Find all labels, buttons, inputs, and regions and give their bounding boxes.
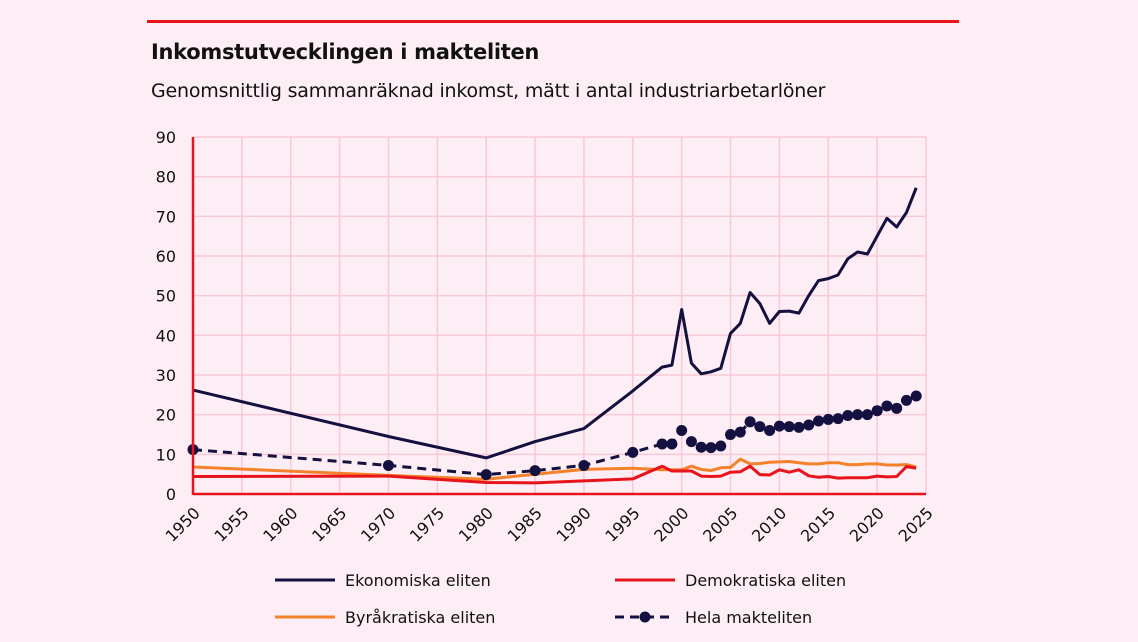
data-point	[842, 409, 854, 421]
y-tick-label: 30	[156, 366, 176, 385]
data-point	[783, 421, 795, 433]
x-tick-label: 2000	[650, 503, 692, 545]
data-point	[656, 438, 668, 450]
data-point	[803, 419, 815, 431]
grid	[192, 136, 927, 495]
data-point	[705, 442, 717, 454]
series-demokratiska-eliten-line	[192, 464, 917, 485]
legend-marker	[639, 611, 651, 623]
y-tick-label: 80	[156, 168, 176, 187]
data-point	[715, 440, 727, 452]
x-tick-label: 2020	[846, 503, 888, 545]
data-point	[529, 465, 541, 477]
x-tick-label: 1985	[504, 503, 546, 545]
x-tick-label: 2005	[699, 503, 741, 545]
series-ekonomiska-eliten-line	[192, 187, 918, 460]
x-tick-label: 1960	[259, 503, 301, 545]
y-tick-label: 60	[156, 247, 176, 266]
data-point	[910, 390, 922, 402]
x-tick-label: 1975	[406, 503, 448, 545]
x-tick-label: 1955	[210, 503, 252, 545]
legend: Ekonomiska eliten Demokratiska eliten Byrå…	[275, 571, 846, 627]
x-tick-label: 2025	[895, 503, 937, 545]
chart-subtitle: Genomsnittlig sammanräknad inkomst, mätt…	[151, 80, 826, 102]
y-tick-label: 50	[156, 287, 176, 306]
data-point	[871, 405, 883, 417]
x-tick-label: 1990	[553, 503, 595, 545]
legend-label: Hela makteliten	[685, 608, 812, 627]
data-point	[764, 425, 776, 437]
data-point	[627, 446, 639, 458]
y-axis-ticks: 0 10 20 30 40 50 60 70 80 90	[156, 128, 176, 504]
y-tick-label: 40	[156, 326, 176, 345]
data-point	[900, 394, 912, 406]
data-point	[734, 426, 746, 438]
y-tick-label: 70	[156, 207, 176, 226]
x-tick-label: 1995	[601, 503, 643, 545]
data-point	[578, 459, 590, 471]
chart-title: Inkomstutvecklingen i makteliten	[151, 40, 540, 64]
data-point	[695, 441, 707, 453]
legend-label: Demokratiska eliten	[685, 571, 846, 590]
x-tick-label: 2015	[797, 503, 839, 545]
series-hela-makteliten-line	[192, 394, 917, 477]
x-tick-label: 1965	[308, 503, 350, 545]
data-point	[382, 459, 394, 471]
data-point	[725, 429, 737, 440]
series-lines	[187, 187, 922, 485]
data-point	[852, 409, 864, 421]
data-point	[754, 421, 766, 433]
data-point	[861, 409, 873, 421]
x-axis-ticks: 1950 1955 1960 1965 1970 1975 1980 1985 1990 1995…	[162, 503, 937, 545]
y-tick-label: 90	[156, 128, 176, 147]
data-point	[676, 425, 688, 437]
data-point	[832, 413, 844, 425]
legend-label: Ekonomiska eliten	[345, 571, 491, 590]
axes	[191, 137, 926, 496]
data-point	[881, 400, 893, 412]
data-point	[891, 402, 903, 414]
data-point	[685, 436, 697, 448]
top-rule	[147, 20, 959, 23]
series-byr-kratiska-eliten-line	[192, 457, 917, 481]
x-tick-label: 1980	[455, 503, 497, 545]
x-tick-label: 2010	[748, 503, 790, 545]
data-point	[773, 420, 785, 432]
data-point	[822, 413, 834, 425]
x-tick-label: 1950	[162, 503, 204, 545]
data-point	[744, 416, 756, 428]
y-tick-label: 10	[156, 445, 176, 464]
data-point	[793, 421, 805, 433]
data-point	[480, 469, 492, 481]
y-tick-label: 20	[156, 406, 176, 425]
y-tick-label: 0	[166, 485, 176, 504]
data-point	[666, 438, 678, 450]
data-point	[812, 415, 824, 427]
legend-label: Byråkratiska eliten	[345, 608, 495, 627]
x-tick-label: 1970	[357, 503, 399, 545]
